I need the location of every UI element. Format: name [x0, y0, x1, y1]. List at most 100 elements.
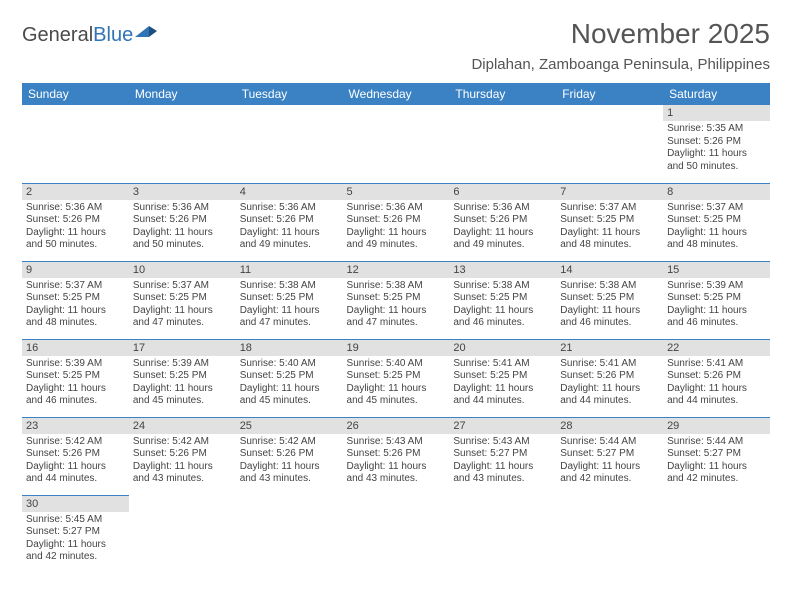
calendar-cell: 14Sunrise: 5:38 AMSunset: 5:25 PMDayligh…: [556, 261, 663, 339]
sunset-text: Sunset: 5:26 PM: [133, 448, 232, 461]
sunset-text: Sunset: 5:26 PM: [26, 214, 125, 227]
daylight-text: Daylight: 11 hours and 48 minutes.: [26, 305, 125, 330]
title-block: November 2025 Diplahan, Zamboanga Penins…: [471, 18, 770, 73]
sunrise-text: Sunrise: 5:41 AM: [453, 358, 552, 371]
day-details: Sunrise: 5:42 AMSunset: 5:26 PMDaylight:…: [22, 434, 129, 488]
calendar-cell: 28Sunrise: 5:44 AMSunset: 5:27 PMDayligh…: [556, 417, 663, 495]
sunset-text: Sunset: 5:26 PM: [667, 370, 766, 383]
day-number: 26: [343, 418, 450, 434]
daylight-text: Daylight: 11 hours and 48 minutes.: [560, 227, 659, 252]
daylight-text: Daylight: 11 hours and 50 minutes.: [26, 227, 125, 252]
calendar-cell: [556, 105, 663, 183]
empty-cell: [129, 105, 236, 121]
weekday-header: Friday: [556, 83, 663, 105]
sunset-text: Sunset: 5:26 PM: [453, 214, 552, 227]
weekday-header: Wednesday: [343, 83, 450, 105]
sunrise-text: Sunrise: 5:36 AM: [26, 202, 125, 215]
day-details: Sunrise: 5:36 AMSunset: 5:26 PMDaylight:…: [449, 200, 556, 254]
weekday-header: Monday: [129, 83, 236, 105]
weekday-header: Tuesday: [236, 83, 343, 105]
sunrise-text: Sunrise: 5:42 AM: [240, 436, 339, 449]
empty-cell: [236, 105, 343, 121]
calendar-cell: 4Sunrise: 5:36 AMSunset: 5:26 PMDaylight…: [236, 183, 343, 261]
daylight-text: Daylight: 11 hours and 44 minutes.: [26, 461, 125, 486]
calendar-cell: 5Sunrise: 5:36 AMSunset: 5:26 PMDaylight…: [343, 183, 450, 261]
daylight-text: Daylight: 11 hours and 43 minutes.: [133, 461, 232, 486]
calendar-cell: 13Sunrise: 5:38 AMSunset: 5:25 PMDayligh…: [449, 261, 556, 339]
sunset-text: Sunset: 5:26 PM: [240, 448, 339, 461]
sunset-text: Sunset: 5:25 PM: [347, 370, 446, 383]
sunset-text: Sunset: 5:26 PM: [240, 214, 339, 227]
sunrise-text: Sunrise: 5:37 AM: [560, 202, 659, 215]
day-details: Sunrise: 5:38 AMSunset: 5:25 PMDaylight:…: [236, 278, 343, 332]
calendar-row: 1Sunrise: 5:35 AMSunset: 5:26 PMDaylight…: [22, 105, 770, 183]
sunrise-text: Sunrise: 5:42 AM: [133, 436, 232, 449]
day-details: Sunrise: 5:39 AMSunset: 5:25 PMDaylight:…: [663, 278, 770, 332]
sunset-text: Sunset: 5:26 PM: [26, 448, 125, 461]
sunset-text: Sunset: 5:25 PM: [26, 370, 125, 383]
day-number: 11: [236, 262, 343, 278]
daylight-text: Daylight: 11 hours and 50 minutes.: [133, 227, 232, 252]
day-details: Sunrise: 5:37 AMSunset: 5:25 PMDaylight:…: [556, 200, 663, 254]
sunrise-text: Sunrise: 5:36 AM: [347, 202, 446, 215]
sunset-text: Sunset: 5:26 PM: [133, 214, 232, 227]
empty-cell: [236, 495, 343, 511]
calendar-cell: 20Sunrise: 5:41 AMSunset: 5:25 PMDayligh…: [449, 339, 556, 417]
calendar-row: 23Sunrise: 5:42 AMSunset: 5:26 PMDayligh…: [22, 417, 770, 495]
day-number: 3: [129, 184, 236, 200]
day-details: Sunrise: 5:40 AMSunset: 5:25 PMDaylight:…: [343, 356, 450, 410]
header-row: GeneralBlue November 2025 Diplahan, Zamb…: [22, 18, 770, 73]
daylight-text: Daylight: 11 hours and 43 minutes.: [347, 461, 446, 486]
daylight-text: Daylight: 11 hours and 42 minutes.: [667, 461, 766, 486]
sunrise-text: Sunrise: 5:44 AM: [560, 436, 659, 449]
calendar-cell: 15Sunrise: 5:39 AMSunset: 5:25 PMDayligh…: [663, 261, 770, 339]
day-details: Sunrise: 5:41 AMSunset: 5:26 PMDaylight:…: [556, 356, 663, 410]
day-details: Sunrise: 5:41 AMSunset: 5:25 PMDaylight:…: [449, 356, 556, 410]
day-number: 1: [663, 105, 770, 121]
calendar-cell: [343, 495, 450, 573]
day-number: 16: [22, 340, 129, 356]
sunrise-text: Sunrise: 5:45 AM: [26, 514, 125, 527]
calendar-cell: 12Sunrise: 5:38 AMSunset: 5:25 PMDayligh…: [343, 261, 450, 339]
sunrise-text: Sunrise: 5:41 AM: [667, 358, 766, 371]
day-number: 24: [129, 418, 236, 434]
day-number: 21: [556, 340, 663, 356]
sunrise-text: Sunrise: 5:43 AM: [453, 436, 552, 449]
day-details: Sunrise: 5:36 AMSunset: 5:26 PMDaylight:…: [129, 200, 236, 254]
day-details: Sunrise: 5:36 AMSunset: 5:26 PMDaylight:…: [22, 200, 129, 254]
day-details: Sunrise: 5:43 AMSunset: 5:26 PMDaylight:…: [343, 434, 450, 488]
day-number: 30: [22, 496, 129, 512]
day-number: 28: [556, 418, 663, 434]
day-details: Sunrise: 5:37 AMSunset: 5:25 PMDaylight:…: [663, 200, 770, 254]
weekday-header: Saturday: [663, 83, 770, 105]
empty-cell: [556, 105, 663, 121]
calendar-cell: 11Sunrise: 5:38 AMSunset: 5:25 PMDayligh…: [236, 261, 343, 339]
daylight-text: Daylight: 11 hours and 45 minutes.: [133, 383, 232, 408]
calendar-cell: 27Sunrise: 5:43 AMSunset: 5:27 PMDayligh…: [449, 417, 556, 495]
daylight-text: Daylight: 11 hours and 43 minutes.: [240, 461, 339, 486]
weekday-header-row: Sunday Monday Tuesday Wednesday Thursday…: [22, 83, 770, 105]
calendar-page: GeneralBlue November 2025 Diplahan, Zamb…: [0, 0, 792, 591]
calendar-cell: 18Sunrise: 5:40 AMSunset: 5:25 PMDayligh…: [236, 339, 343, 417]
weekday-header: Sunday: [22, 83, 129, 105]
day-details: Sunrise: 5:36 AMSunset: 5:26 PMDaylight:…: [343, 200, 450, 254]
flag-icon: [135, 24, 157, 47]
sunset-text: Sunset: 5:25 PM: [240, 292, 339, 305]
daylight-text: Daylight: 11 hours and 44 minutes.: [560, 383, 659, 408]
sunset-text: Sunset: 5:25 PM: [560, 214, 659, 227]
day-number: 4: [236, 184, 343, 200]
calendar-cell: [129, 105, 236, 183]
sunrise-text: Sunrise: 5:43 AM: [347, 436, 446, 449]
empty-cell: [22, 105, 129, 121]
month-title: November 2025: [471, 18, 770, 50]
daylight-text: Daylight: 11 hours and 48 minutes.: [667, 227, 766, 252]
day-number: 8: [663, 184, 770, 200]
sunset-text: Sunset: 5:25 PM: [347, 292, 446, 305]
sunrise-text: Sunrise: 5:38 AM: [347, 280, 446, 293]
sunset-text: Sunset: 5:27 PM: [26, 526, 125, 539]
calendar-cell: 25Sunrise: 5:42 AMSunset: 5:26 PMDayligh…: [236, 417, 343, 495]
day-details: Sunrise: 5:42 AMSunset: 5:26 PMDaylight:…: [236, 434, 343, 488]
logo-text-blue: Blue: [93, 24, 133, 47]
day-number: 20: [449, 340, 556, 356]
day-details: Sunrise: 5:42 AMSunset: 5:26 PMDaylight:…: [129, 434, 236, 488]
